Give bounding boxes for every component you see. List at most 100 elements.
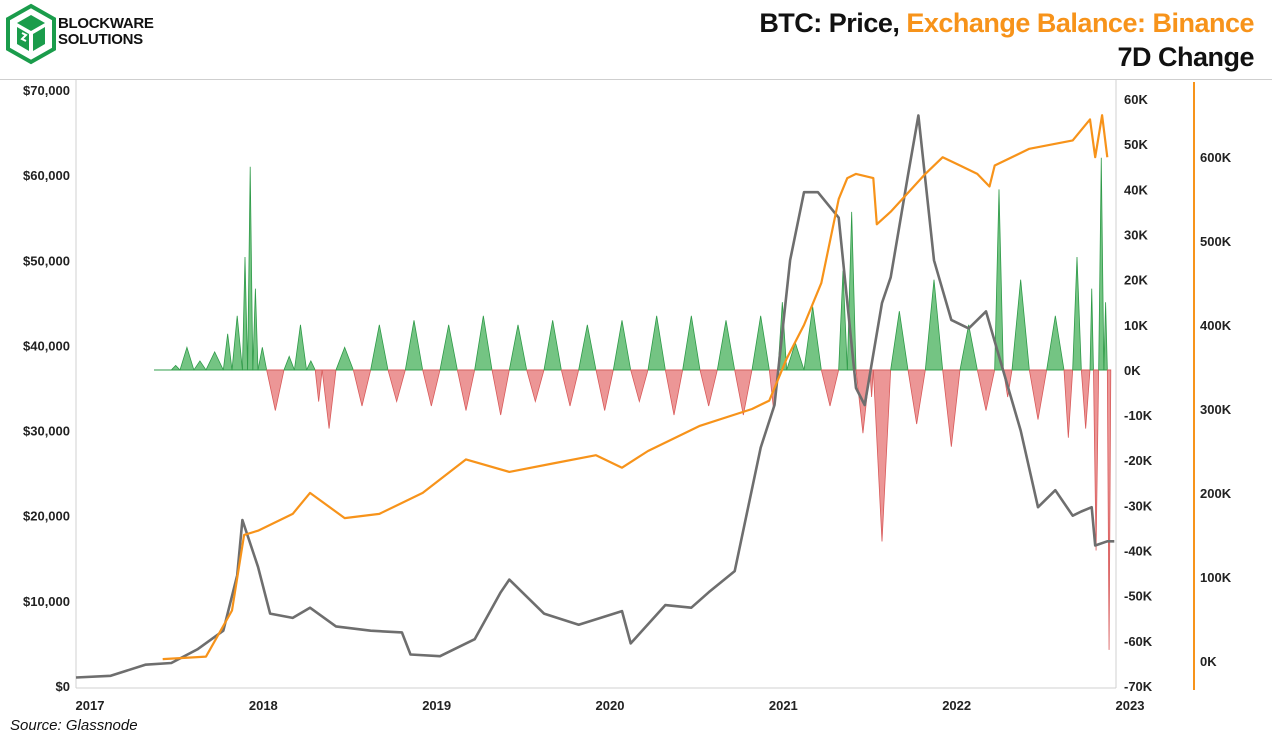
change-spike-negative [1106,369,1112,650]
change-area-group [154,157,1112,650]
y-right-inner-tick-label: 60K [1124,92,1148,107]
change-spike-positive [786,341,805,371]
change-spike-negative [630,369,649,404]
change-spike-positive [508,324,528,371]
change-spike-positive [890,311,909,371]
change-spike-positive [578,324,597,371]
title-line-2: 7D Change [1117,42,1254,72]
x-tick-label: 2017 [76,698,105,713]
y-right-outer-tick-label: 300K [1200,402,1232,417]
y-right-outer-tick-label: 100K [1200,570,1232,585]
change-spike-positive [231,315,243,371]
title-price: BTC: Price, [759,8,907,38]
y-right-inner-tick-label: 40K [1124,182,1148,197]
y-left-tick-label: $40,000 [23,338,70,353]
series-line-exchange-balance [162,114,1109,661]
y-right-inner-tick-label: 50K [1124,137,1148,152]
x-tick-label: 2022 [942,698,971,713]
change-spike-positive [404,320,424,371]
logo-cube-top [17,15,45,31]
change-spike-positive [924,279,944,371]
x-tick-label: 2021 [769,698,798,713]
brand-name: BLOCKWARE SOLUTIONS [58,16,154,48]
y-left-tick-label: $30,000 [23,424,70,439]
y-left-tick-label: $70,000 [23,83,70,98]
change-spike-positive [370,324,389,371]
change-spike-positive [335,346,354,371]
y-right-outer-tick-label: 500K [1200,234,1232,249]
change-spike-positive [751,315,770,371]
source-note: Source: Glassnode [10,717,138,734]
y-right-inner-tick-label: -70K [1124,679,1153,694]
change-spike-negative [387,369,406,404]
logo-hexagon [6,3,56,65]
logo-s-mark [20,32,28,42]
change-spike-negative [491,369,510,416]
change-spike-positive [179,346,195,371]
change-spike-positive [1098,157,1105,371]
y-left-tick-label: $0 [56,679,70,694]
change-spike-positive [305,359,316,371]
y-right-inner-tick-label: 20K [1124,273,1148,288]
change-spike-positive [222,333,233,371]
change-spike-positive [838,270,848,371]
change-spike-negative [352,369,372,407]
brand-line-1: BLOCKWARE [58,15,154,32]
change-spike-positive [293,324,307,371]
change-spike-negative [595,369,614,411]
change-spike-negative [664,369,684,416]
change-spike-positive [257,347,268,371]
change-spike-negative [314,369,323,402]
brand-line-2: SOLUTIONS [58,31,143,48]
change-spike-negative [1028,369,1048,420]
change-spike-negative [1063,369,1074,438]
series-line-btc-price [75,114,1115,679]
change-spike-positive [959,324,978,371]
change-spike-negative [1080,369,1091,429]
change-spike-negative [560,369,580,407]
title-exchange-balance: Exchange Balance: Binance [906,8,1254,38]
y-left-tick-label: $50,000 [23,253,70,268]
change-spike-positive [283,355,295,371]
y-right-inner-tick-label: -60K [1124,634,1153,649]
change-spike-negative [976,369,996,411]
change-spike-negative [266,369,285,411]
y-right-inner-tick-label: -30K [1124,498,1153,513]
y-right-inner-tick-label: 30K [1124,227,1148,242]
change-spike-negative [734,369,753,416]
change-spike-positive [1011,279,1030,371]
y-left-tick-label: $10,000 [23,594,70,609]
y-right-outer-tick-label: 400K [1200,318,1232,333]
y-right-outer-tick-label: 600K [1200,150,1232,165]
x-tick-label: 2019 [422,698,451,713]
change-spike-positive [716,320,736,371]
y-right-inner-tick-label: -20K [1124,453,1153,468]
y-right-inner-tick-label: -10K [1124,408,1153,423]
y-right-outer-tick-label: 0K [1200,654,1217,669]
title-line-1: BTC: Price, Exchange Balance: Binance [759,6,1254,40]
y-right-inner-tick-label: -50K [1124,589,1153,604]
change-spike-positive [994,189,1004,371]
y-left-tick-label: $20,000 [23,509,70,524]
x-tick-label: 2020 [596,698,625,713]
change-spike-positive [1072,257,1082,371]
chart-title: BTC: Price, Exchange Balance: Binance 7D… [759,6,1254,74]
change-spike-positive [647,315,666,371]
change-spike-positive [1103,302,1108,371]
change-spike-positive [612,320,632,371]
change-spike-positive [241,257,249,371]
change-spike-positive [205,350,224,371]
change-spike-positive [682,315,701,371]
change-spike-negative [1093,369,1100,551]
logo-cube-right [33,27,45,51]
change-spike-positive [252,288,259,371]
header-divider [0,79,1272,80]
change-spike-positive [193,360,207,371]
change-spike-negative [526,369,545,404]
change-spike-negative [321,369,337,429]
y-right-outer-tick-label: 200K [1200,486,1232,501]
change-spike-negative [456,369,476,411]
change-spike-negative [422,369,441,407]
x-tick-label: 2023 [1116,698,1145,713]
